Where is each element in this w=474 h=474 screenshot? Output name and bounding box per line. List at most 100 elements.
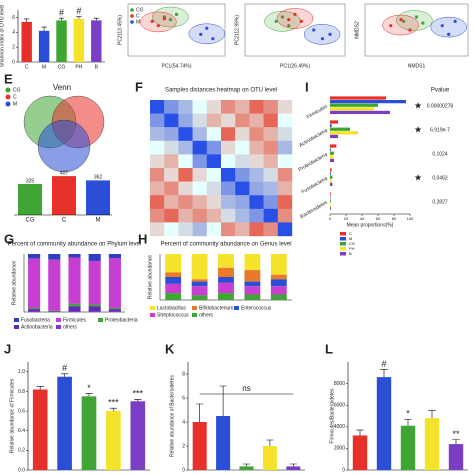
bar — [32, 389, 48, 470]
legend-swatch — [5, 101, 11, 107]
heatmap-cell — [263, 140, 278, 155]
heatmap-cell — [178, 208, 193, 223]
bar — [330, 182, 333, 187]
bar-segment — [270, 254, 287, 275]
legend-swatch — [340, 252, 346, 256]
bar-segment — [244, 254, 261, 271]
heatmap-cell — [178, 127, 193, 141]
heatmap-cell — [235, 154, 250, 169]
heatmap-cell — [178, 168, 193, 182]
error-bar — [134, 399, 142, 402]
annotation: ns — [242, 384, 250, 393]
point — [287, 18, 291, 22]
y-tick-label: Firmicutes — [306, 103, 329, 120]
x-tick-label: 40 — [360, 216, 365, 221]
bar — [57, 376, 72, 470]
heatmap-cell — [249, 154, 264, 169]
y-axis-label: Firmicutes/Bacteroidetes — [329, 388, 335, 444]
bar-segment — [88, 260, 101, 305]
legend-swatch — [234, 306, 239, 310]
x-tick-label: PH — [75, 64, 82, 70]
bar-segment — [191, 279, 208, 282]
bar-segment — [68, 257, 81, 304]
heatmap-cell — [150, 222, 165, 237]
heatmap-cell — [206, 127, 222, 141]
bar — [330, 172, 331, 176]
bar — [330, 110, 390, 115]
y-axis-label: Shannon index of OTU level — [0, 5, 5, 68]
panel-letter: F — [135, 79, 143, 94]
legend-swatch — [340, 232, 346, 236]
legend-label: others — [199, 312, 213, 318]
heatmap-title: Samples distances heatmap on OTU level — [165, 88, 277, 94]
x-tick-label: 80 — [392, 216, 397, 221]
point — [453, 19, 457, 23]
heatmap-cell — [249, 127, 264, 141]
heatmap-cell — [249, 222, 264, 237]
error-bar — [356, 429, 364, 436]
y-tick-label: 0 — [342, 467, 345, 473]
heatmap-cell — [221, 154, 236, 169]
heatmap-cell — [221, 140, 236, 155]
bar-segment — [165, 277, 182, 284]
heatmap-cell — [206, 195, 222, 209]
x-axis-label: PC1(54.74%) — [161, 63, 191, 69]
legend-label: Lactobacillus — [157, 305, 186, 311]
y-axis-label: NMDS2 — [354, 21, 360, 39]
x-tick-label: M — [96, 218, 101, 224]
bar-segment — [218, 293, 234, 300]
panel-letter: K — [165, 341, 175, 356]
bar-segment — [108, 307, 121, 310]
heatmap-cell — [178, 140, 193, 155]
y-tick-label: Bacteroidetes — [299, 199, 329, 220]
point — [293, 12, 297, 16]
pvalue: 0.1024 — [432, 151, 448, 157]
count-label: 325 — [26, 178, 35, 184]
pvalue: 0.00000278 — [427, 103, 454, 109]
bar — [330, 100, 406, 104]
heatmap-cell — [235, 181, 250, 196]
legend-label: C — [13, 94, 17, 100]
heatmap-cell — [206, 140, 222, 155]
heatmap-cell — [235, 127, 250, 141]
y-tick-label: 6 — [182, 395, 185, 401]
x-axis-label: Mean proportions(%) — [347, 222, 394, 228]
bar — [38, 30, 50, 62]
heatmap-cell — [263, 127, 278, 141]
heatmap-cell — [206, 208, 222, 223]
y-tick-label: 4 — [182, 419, 185, 425]
y-tick-label: Proteobacteria — [297, 152, 328, 174]
error-bar — [85, 393, 93, 397]
legend-swatch — [340, 242, 346, 246]
heatmap-cell — [150, 127, 165, 141]
bar — [330, 144, 337, 148]
y-tick-label: 2 — [182, 443, 185, 449]
legend-label: M — [136, 19, 140, 25]
panel-letter: G — [4, 231, 14, 246]
heatmap-cell — [277, 113, 293, 128]
bar-segment — [165, 293, 182, 300]
heatmap-cell — [235, 222, 250, 237]
y-tick-label: Fusobacteria — [301, 176, 329, 196]
point — [280, 15, 285, 19]
heatmap-cell — [150, 154, 165, 169]
bar-segment — [244, 270, 261, 282]
bar-segment — [108, 258, 121, 308]
bar-segment — [218, 254, 234, 268]
x-tick-label: M — [42, 64, 46, 70]
bar — [330, 134, 338, 139]
legend-label: Streptococcus — [157, 312, 189, 318]
heatmap-cell — [249, 208, 264, 223]
x-tick-label: 100 — [407, 216, 414, 221]
legend-label: PH — [349, 246, 355, 251]
heatmap-cell — [277, 181, 293, 196]
bar-segment — [244, 281, 261, 287]
chart-title: Percent of community abundance on Genus … — [160, 242, 291, 248]
panel-letter: J — [4, 341, 11, 356]
heatmap-cell — [150, 168, 165, 182]
legend-label: M — [349, 236, 352, 241]
error-bar — [24, 18, 30, 22]
legend-swatch — [14, 325, 19, 329]
x-tick-label: 20 — [344, 216, 349, 221]
